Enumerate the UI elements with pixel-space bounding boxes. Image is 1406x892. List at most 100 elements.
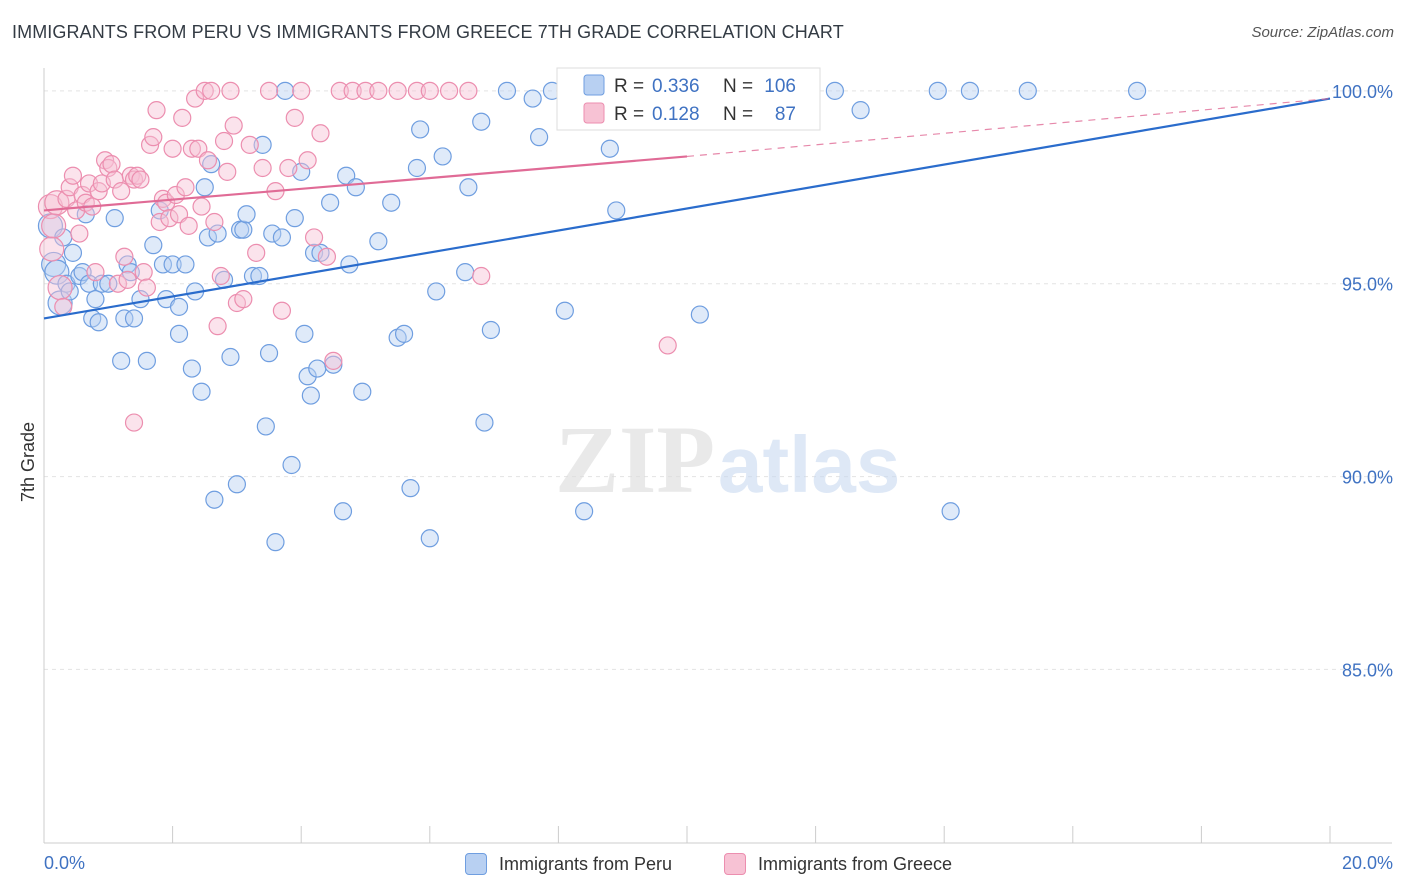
point-s1-33 (144, 128, 163, 147)
legend-r-value-0: 0.336 (652, 76, 700, 97)
point-s0-6 (60, 282, 79, 301)
legend-r-label-0: R = (614, 76, 644, 97)
point-s1-73 (317, 247, 337, 266)
point-s1-68 (285, 108, 304, 127)
point-s1-76 (343, 81, 362, 100)
point-s0-14 (89, 313, 108, 332)
legend-n-value-0: 106 (764, 76, 796, 97)
point-s0-36 (195, 178, 214, 197)
point-s0-37 (198, 228, 218, 247)
point-s1-75 (330, 81, 349, 100)
x-tick-label-1: 20.0% (1342, 853, 1393, 873)
point-s0-65 (321, 193, 340, 212)
point-s1-52 (205, 212, 224, 232)
point-s0-70 (346, 178, 365, 197)
point-s1-84 (472, 266, 491, 286)
point-s0-87 (497, 81, 517, 100)
point-s1-13 (79, 174, 99, 193)
point-s1-30 (134, 263, 153, 282)
point-s1-51 (202, 81, 221, 100)
point-s1-71 (304, 228, 324, 247)
legend-r-label-1: R = (614, 104, 644, 125)
point-s1-5 (54, 297, 73, 316)
point-s1-74 (324, 351, 343, 370)
trend-line-dashed-s1 (686, 97, 1331, 158)
legend-n-value-1: 87 (775, 104, 796, 125)
point-s1-50 (198, 151, 218, 170)
point-s1-55 (214, 131, 234, 151)
point-s0-88 (523, 89, 542, 108)
point-s1-43 (176, 178, 195, 197)
point-s0-54 (272, 228, 292, 247)
point-s0-52 (263, 224, 282, 243)
point-s0-57 (285, 209, 304, 228)
legend-item-peru[interactable]: Immigrants from Peru (465, 852, 672, 876)
point-s0-60 (298, 367, 317, 386)
point-s0-46 (237, 205, 256, 224)
point-s0-33 (182, 359, 201, 378)
watermark-atlas: atlas (718, 420, 900, 509)
point-s1-8 (63, 166, 83, 185)
point-s0-66 (324, 355, 343, 374)
y-tick-label-2: 90.0% (1342, 468, 1393, 488)
point-s0-30 (169, 297, 189, 316)
point-s0-16 (99, 274, 118, 293)
point-s0-77 (407, 158, 427, 178)
point-s0-94 (607, 201, 626, 220)
point-s0-83 (459, 178, 478, 197)
point-s1-78 (369, 81, 388, 100)
point-s0-76 (401, 479, 420, 498)
point-s0-63 (308, 359, 327, 378)
point-s0-15 (92, 274, 111, 293)
point-s1-54 (211, 266, 230, 286)
point-s0-40 (208, 224, 227, 243)
point-s0-101 (851, 101, 870, 120)
legend-n-label-0: N = (723, 76, 753, 97)
point-s1-1 (39, 236, 65, 262)
point-s1-70 (298, 151, 317, 170)
point-s0-18 (112, 351, 131, 370)
point-s0-102 (928, 81, 947, 100)
point-s1-31 (137, 278, 156, 297)
point-s1-66 (272, 301, 292, 320)
point-s1-57 (221, 81, 240, 100)
point-s1-37 (157, 193, 176, 212)
point-s0-50 (256, 417, 275, 436)
point-s0-25 (144, 236, 163, 255)
point-s1-77 (356, 81, 375, 100)
point-s0-56 (282, 455, 301, 475)
point-s0-61 (301, 386, 320, 405)
legend-swatch-peru (465, 853, 487, 875)
watermark-zip: ZIP (555, 406, 715, 513)
legend-item-greece[interactable]: Immigrants from Greece (724, 852, 952, 876)
point-s0-92 (575, 502, 594, 521)
point-s0-71 (353, 382, 372, 401)
point-s1-2 (41, 213, 67, 239)
point-s1-23 (112, 182, 131, 201)
point-s0-75 (394, 324, 414, 343)
point-s0-80 (427, 282, 446, 301)
point-s0-17 (105, 209, 124, 228)
axes: 0.0% 20.0% (43, 68, 1393, 873)
point-s1-62 (247, 243, 266, 262)
point-s1-46 (186, 89, 205, 108)
y-tick-label-0: 100.0% (1332, 82, 1393, 102)
trend-line-s0 (43, 97, 1331, 320)
point-s0-53 (266, 533, 285, 552)
legend-label-peru: Immigrants from Peru (499, 853, 673, 874)
point-s1-44 (179, 216, 198, 235)
point-s0-67 (333, 502, 353, 521)
point-s0-72 (369, 232, 388, 251)
point-s1-58 (224, 116, 243, 135)
point-s1-15 (86, 263, 105, 282)
point-s1-83 (459, 81, 478, 100)
point-s1-20 (102, 155, 121, 174)
legend-label-greece: Immigrants from Greece (758, 853, 953, 874)
point-s1-22 (108, 274, 128, 293)
point-s0-11 (79, 274, 99, 293)
point-s1-4 (47, 274, 73, 301)
point-s1-67 (279, 158, 298, 178)
point-s0-59 (295, 324, 314, 343)
trend-lines (43, 97, 1331, 320)
